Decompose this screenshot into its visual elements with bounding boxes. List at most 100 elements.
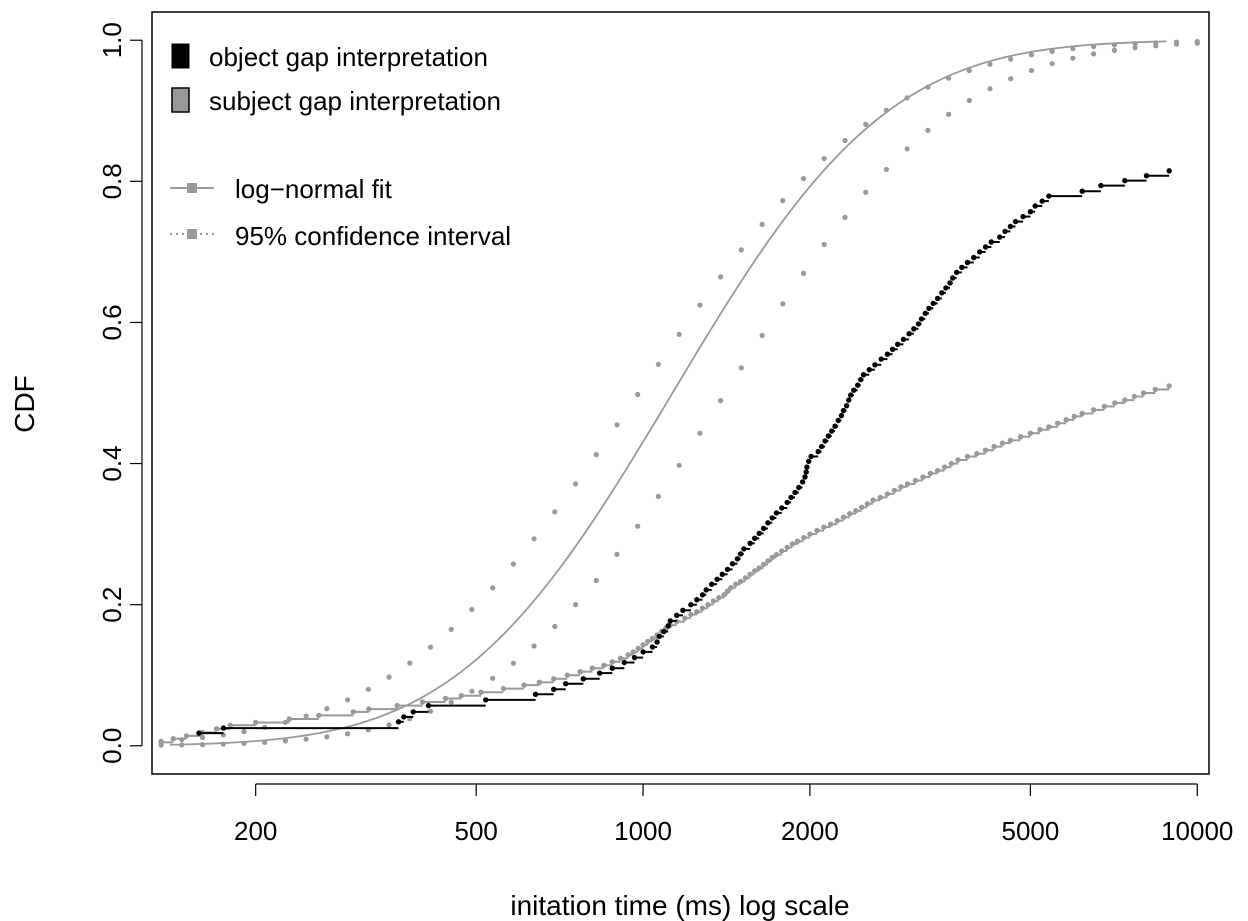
- ci-lower-point: [345, 731, 351, 737]
- object-step-point: [939, 290, 945, 296]
- object-step-point: [747, 540, 753, 546]
- subject-step-point: [419, 699, 426, 705]
- lognormal-fit-layer: [169, 40, 1167, 746]
- object-step-point: [906, 331, 912, 337]
- legend-label-object: object gap interpretation: [209, 42, 488, 72]
- subject-step-point: [589, 665, 595, 671]
- ci-lower-point: [469, 688, 475, 694]
- object-step-point: [860, 372, 867, 378]
- object-step-point: [1020, 213, 1026, 220]
- object-step-point: [851, 387, 857, 393]
- subject-step-point: [705, 602, 711, 608]
- y-axis-label: CDF: [9, 375, 40, 433]
- ci-upper-point: [614, 422, 620, 428]
- ci-upper-point: [738, 247, 744, 253]
- subject-step-point: [991, 443, 997, 450]
- subject-step-point: [394, 702, 400, 709]
- x-tick-label: 10000: [1161, 816, 1233, 846]
- subject-step-point: [769, 554, 775, 561]
- object-step-point: [401, 714, 407, 720]
- ci-lower-point: [282, 738, 288, 744]
- object-step-point: [667, 618, 673, 624]
- object-step-point: [829, 428, 835, 434]
- subject-step-point: [814, 527, 820, 534]
- x-axis-label: initation time (ms) log scale: [510, 890, 849, 921]
- object-step-point: [1166, 168, 1172, 174]
- subject-step-point: [640, 642, 646, 648]
- object-step-point: [818, 443, 825, 450]
- object-step-point: [1002, 228, 1008, 235]
- ci-upper-point: [324, 706, 330, 712]
- object-step-point: [803, 469, 809, 475]
- ci-lower-point: [1070, 55, 1076, 61]
- ci-lower-point: [490, 675, 496, 681]
- subject-step-point: [779, 548, 785, 554]
- ci-lower-point: [738, 365, 744, 371]
- ci-upper-point: [531, 536, 537, 542]
- object-step-point: [729, 561, 736, 567]
- subject-step-point: [955, 457, 961, 463]
- object-step-point: [848, 392, 854, 398]
- object-step-point: [1143, 173, 1150, 179]
- ci-lower-point: [1132, 45, 1138, 51]
- subject-step-point: [859, 504, 865, 510]
- legend-label-ci: 95% confidence interval: [235, 221, 511, 251]
- series-layer: [158, 168, 1172, 745]
- object-step-point: [688, 602, 694, 608]
- ci-upper-point: [842, 137, 848, 144]
- object-step-point: [699, 592, 706, 598]
- ci-lower-point: [552, 623, 558, 630]
- y-tick-label: 1.0: [97, 22, 127, 58]
- subject-step-point: [350, 709, 356, 715]
- ci-lower-point: [573, 602, 579, 608]
- object-step-point: [982, 244, 989, 250]
- object-step-point: [815, 448, 821, 455]
- object-step-point: [425, 702, 432, 709]
- object-step-point: [792, 489, 798, 496]
- object-step-point: [661, 628, 667, 635]
- ci-lower-point: [531, 643, 537, 649]
- ci-upper-point: [1173, 39, 1180, 45]
- ci-upper-point: [987, 61, 993, 67]
- subject-step-point: [927, 470, 934, 477]
- subject-step-point: [864, 501, 871, 507]
- subject-step-point: [794, 538, 801, 544]
- subject-step-point: [716, 594, 722, 601]
- x-tick-label: 200: [234, 816, 277, 846]
- subject-step-point: [227, 722, 233, 728]
- object-step-point: [680, 607, 686, 613]
- x-tick-label: 5000: [1002, 816, 1060, 846]
- subject-step-point: [948, 460, 955, 467]
- object-step-point: [563, 681, 569, 687]
- subject-step-point: [801, 534, 807, 541]
- object-step-point: [802, 474, 808, 480]
- x-tick-label: 1000: [614, 816, 672, 846]
- ci-lower-point: [676, 462, 682, 468]
- x-tick-label: 2000: [781, 816, 839, 846]
- ci-upper-point: [655, 361, 662, 367]
- object-step-point: [900, 336, 907, 343]
- y-tick-label: 0.2: [97, 587, 127, 623]
- object-step-point: [855, 382, 861, 388]
- object-step-point: [943, 285, 949, 291]
- object-step-point: [922, 310, 928, 316]
- ci-upper-point: [1194, 38, 1200, 45]
- subject-step-point: [789, 541, 796, 547]
- ci-upper-point: [345, 697, 351, 703]
- subject-step-point: [834, 518, 840, 524]
- subject-step-point: [286, 716, 292, 722]
- ci-lower-point: [863, 189, 869, 195]
- legend-swatch-fit-marker: [187, 183, 197, 193]
- ci-upper-point: [697, 302, 703, 308]
- subject-step-point: [699, 605, 706, 611]
- subject-step-point: [1090, 407, 1097, 413]
- y-tick-label: 0.6: [97, 304, 127, 340]
- y-tick-label: 0.4: [97, 445, 127, 481]
- object-step-point: [1027, 209, 1034, 215]
- subject-step-point: [840, 514, 847, 520]
- object-step-point: [1007, 223, 1014, 230]
- object-step-point: [649, 644, 656, 650]
- object-step-point: [872, 362, 878, 368]
- object-step-point: [825, 433, 832, 439]
- ci-upper-point: [718, 274, 724, 280]
